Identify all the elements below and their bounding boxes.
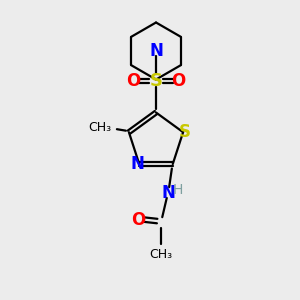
Text: N: N bbox=[131, 155, 145, 173]
Text: N: N bbox=[161, 184, 175, 202]
Text: CH₃: CH₃ bbox=[88, 121, 111, 134]
Text: O: O bbox=[131, 211, 146, 229]
Text: CH₃: CH₃ bbox=[149, 248, 172, 261]
Text: N: N bbox=[149, 42, 163, 60]
Text: S: S bbox=[149, 72, 163, 90]
Text: S: S bbox=[178, 123, 190, 141]
Text: H: H bbox=[173, 183, 183, 196]
Text: O: O bbox=[171, 72, 186, 90]
Text: O: O bbox=[126, 72, 141, 90]
